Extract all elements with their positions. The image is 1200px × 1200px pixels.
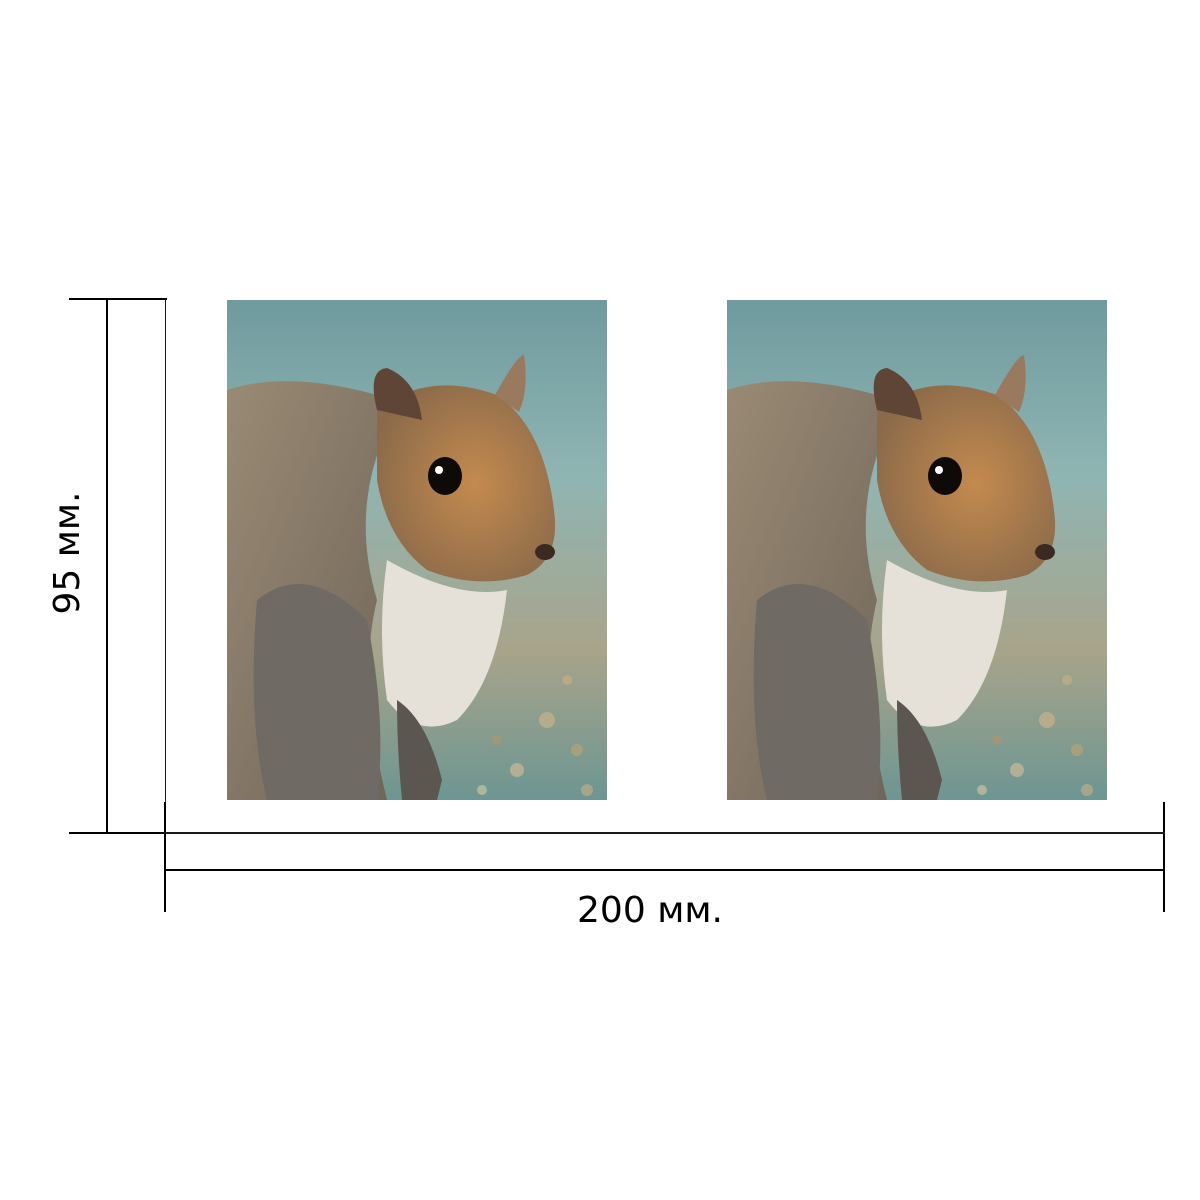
width-dimension-left-tick: [164, 802, 166, 912]
height-dimension-top-tick: [69, 298, 167, 300]
squirrel-photo-left: [227, 300, 607, 800]
squirrel-photo-right: [727, 300, 1107, 800]
squirrel-illustration: [727, 300, 1107, 800]
height-label: 95 мм.: [47, 491, 88, 615]
width-extension-line: [164, 832, 1165, 834]
height-dimension-line: [106, 298, 108, 834]
height-dimension-bottom-tick: [69, 832, 167, 834]
width-dimension-line: [164, 869, 1165, 871]
squirrel-illustration: [227, 300, 607, 800]
height-extension-line: [165, 298, 166, 834]
width-dimension-right-tick: [1163, 802, 1165, 912]
width-label: 200 мм.: [577, 890, 723, 931]
